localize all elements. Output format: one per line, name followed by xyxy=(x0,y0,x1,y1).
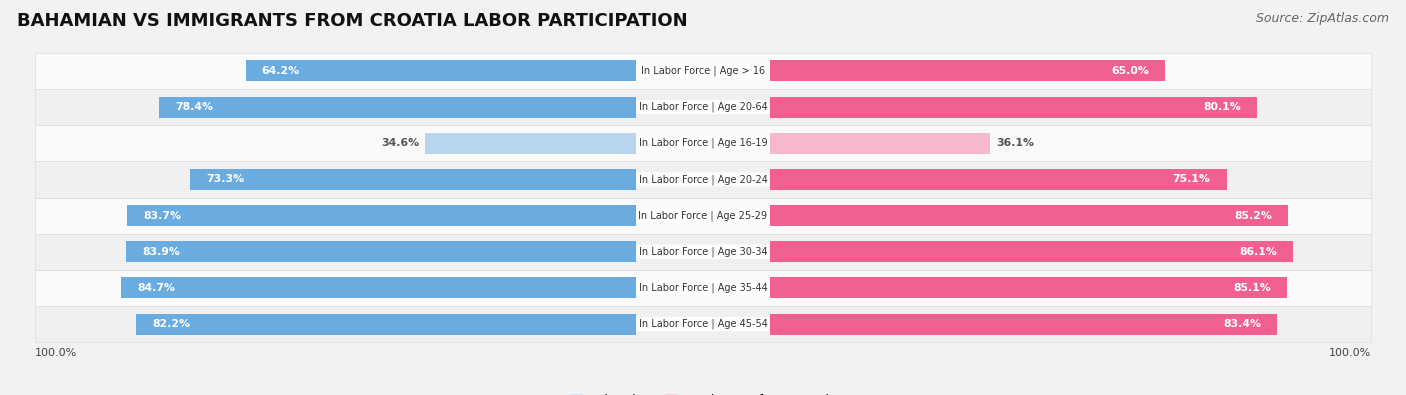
Bar xyxy=(770,314,1277,335)
Bar xyxy=(35,53,1371,89)
Bar xyxy=(121,277,636,298)
Text: BAHAMIAN VS IMMIGRANTS FROM CROATIA LABOR PARTICIPATION: BAHAMIAN VS IMMIGRANTS FROM CROATIA LABO… xyxy=(17,12,688,30)
Text: 86.1%: 86.1% xyxy=(1240,247,1278,257)
Legend: Bahamian, Immigrants from Croatia: Bahamian, Immigrants from Croatia xyxy=(569,394,837,395)
Text: 78.4%: 78.4% xyxy=(176,102,214,112)
Bar xyxy=(35,306,1371,342)
Text: 64.2%: 64.2% xyxy=(262,66,299,76)
Bar xyxy=(770,205,1288,226)
Text: In Labor Force | Age 20-24: In Labor Force | Age 20-24 xyxy=(638,174,768,185)
Text: 80.1%: 80.1% xyxy=(1204,102,1241,112)
Bar xyxy=(770,133,990,154)
Text: Source: ZipAtlas.com: Source: ZipAtlas.com xyxy=(1256,12,1389,25)
Bar xyxy=(35,198,1371,234)
Text: In Labor Force | Age 16-19: In Labor Force | Age 16-19 xyxy=(638,138,768,149)
Bar xyxy=(35,234,1371,270)
Bar xyxy=(35,161,1371,198)
Bar xyxy=(770,241,1294,262)
Text: In Labor Force | Age 45-54: In Labor Force | Age 45-54 xyxy=(638,319,768,329)
Bar xyxy=(159,97,636,118)
Bar xyxy=(127,205,636,226)
Text: 84.7%: 84.7% xyxy=(138,283,176,293)
Bar xyxy=(136,314,636,335)
Bar xyxy=(770,97,1257,118)
Text: 82.2%: 82.2% xyxy=(152,319,190,329)
Bar xyxy=(35,89,1371,125)
Text: 36.1%: 36.1% xyxy=(997,138,1035,148)
Bar xyxy=(426,133,636,154)
Text: 34.6%: 34.6% xyxy=(381,138,419,148)
Text: In Labor Force | Age 25-29: In Labor Force | Age 25-29 xyxy=(638,210,768,221)
Text: In Labor Force | Age 20-64: In Labor Force | Age 20-64 xyxy=(638,102,768,112)
Text: 85.1%: 85.1% xyxy=(1233,283,1271,293)
Text: 73.3%: 73.3% xyxy=(207,175,245,184)
Text: 83.7%: 83.7% xyxy=(143,211,181,220)
Bar xyxy=(770,169,1226,190)
Bar xyxy=(190,169,636,190)
Text: 100.0%: 100.0% xyxy=(35,348,77,357)
Bar xyxy=(770,277,1288,298)
Text: In Labor Force | Age 30-34: In Labor Force | Age 30-34 xyxy=(638,246,768,257)
Bar xyxy=(35,270,1371,306)
Bar xyxy=(246,60,636,81)
Text: In Labor Force | Age 35-44: In Labor Force | Age 35-44 xyxy=(638,283,768,293)
Bar xyxy=(127,241,636,262)
Bar xyxy=(770,60,1166,81)
Bar xyxy=(35,125,1371,161)
Text: 65.0%: 65.0% xyxy=(1111,66,1149,76)
Text: 100.0%: 100.0% xyxy=(1329,348,1371,357)
Text: 83.4%: 83.4% xyxy=(1223,319,1261,329)
Text: In Labor Force | Age > 16: In Labor Force | Age > 16 xyxy=(641,66,765,76)
Text: 75.1%: 75.1% xyxy=(1173,175,1211,184)
Text: 83.9%: 83.9% xyxy=(142,247,180,257)
Text: 85.2%: 85.2% xyxy=(1234,211,1272,220)
